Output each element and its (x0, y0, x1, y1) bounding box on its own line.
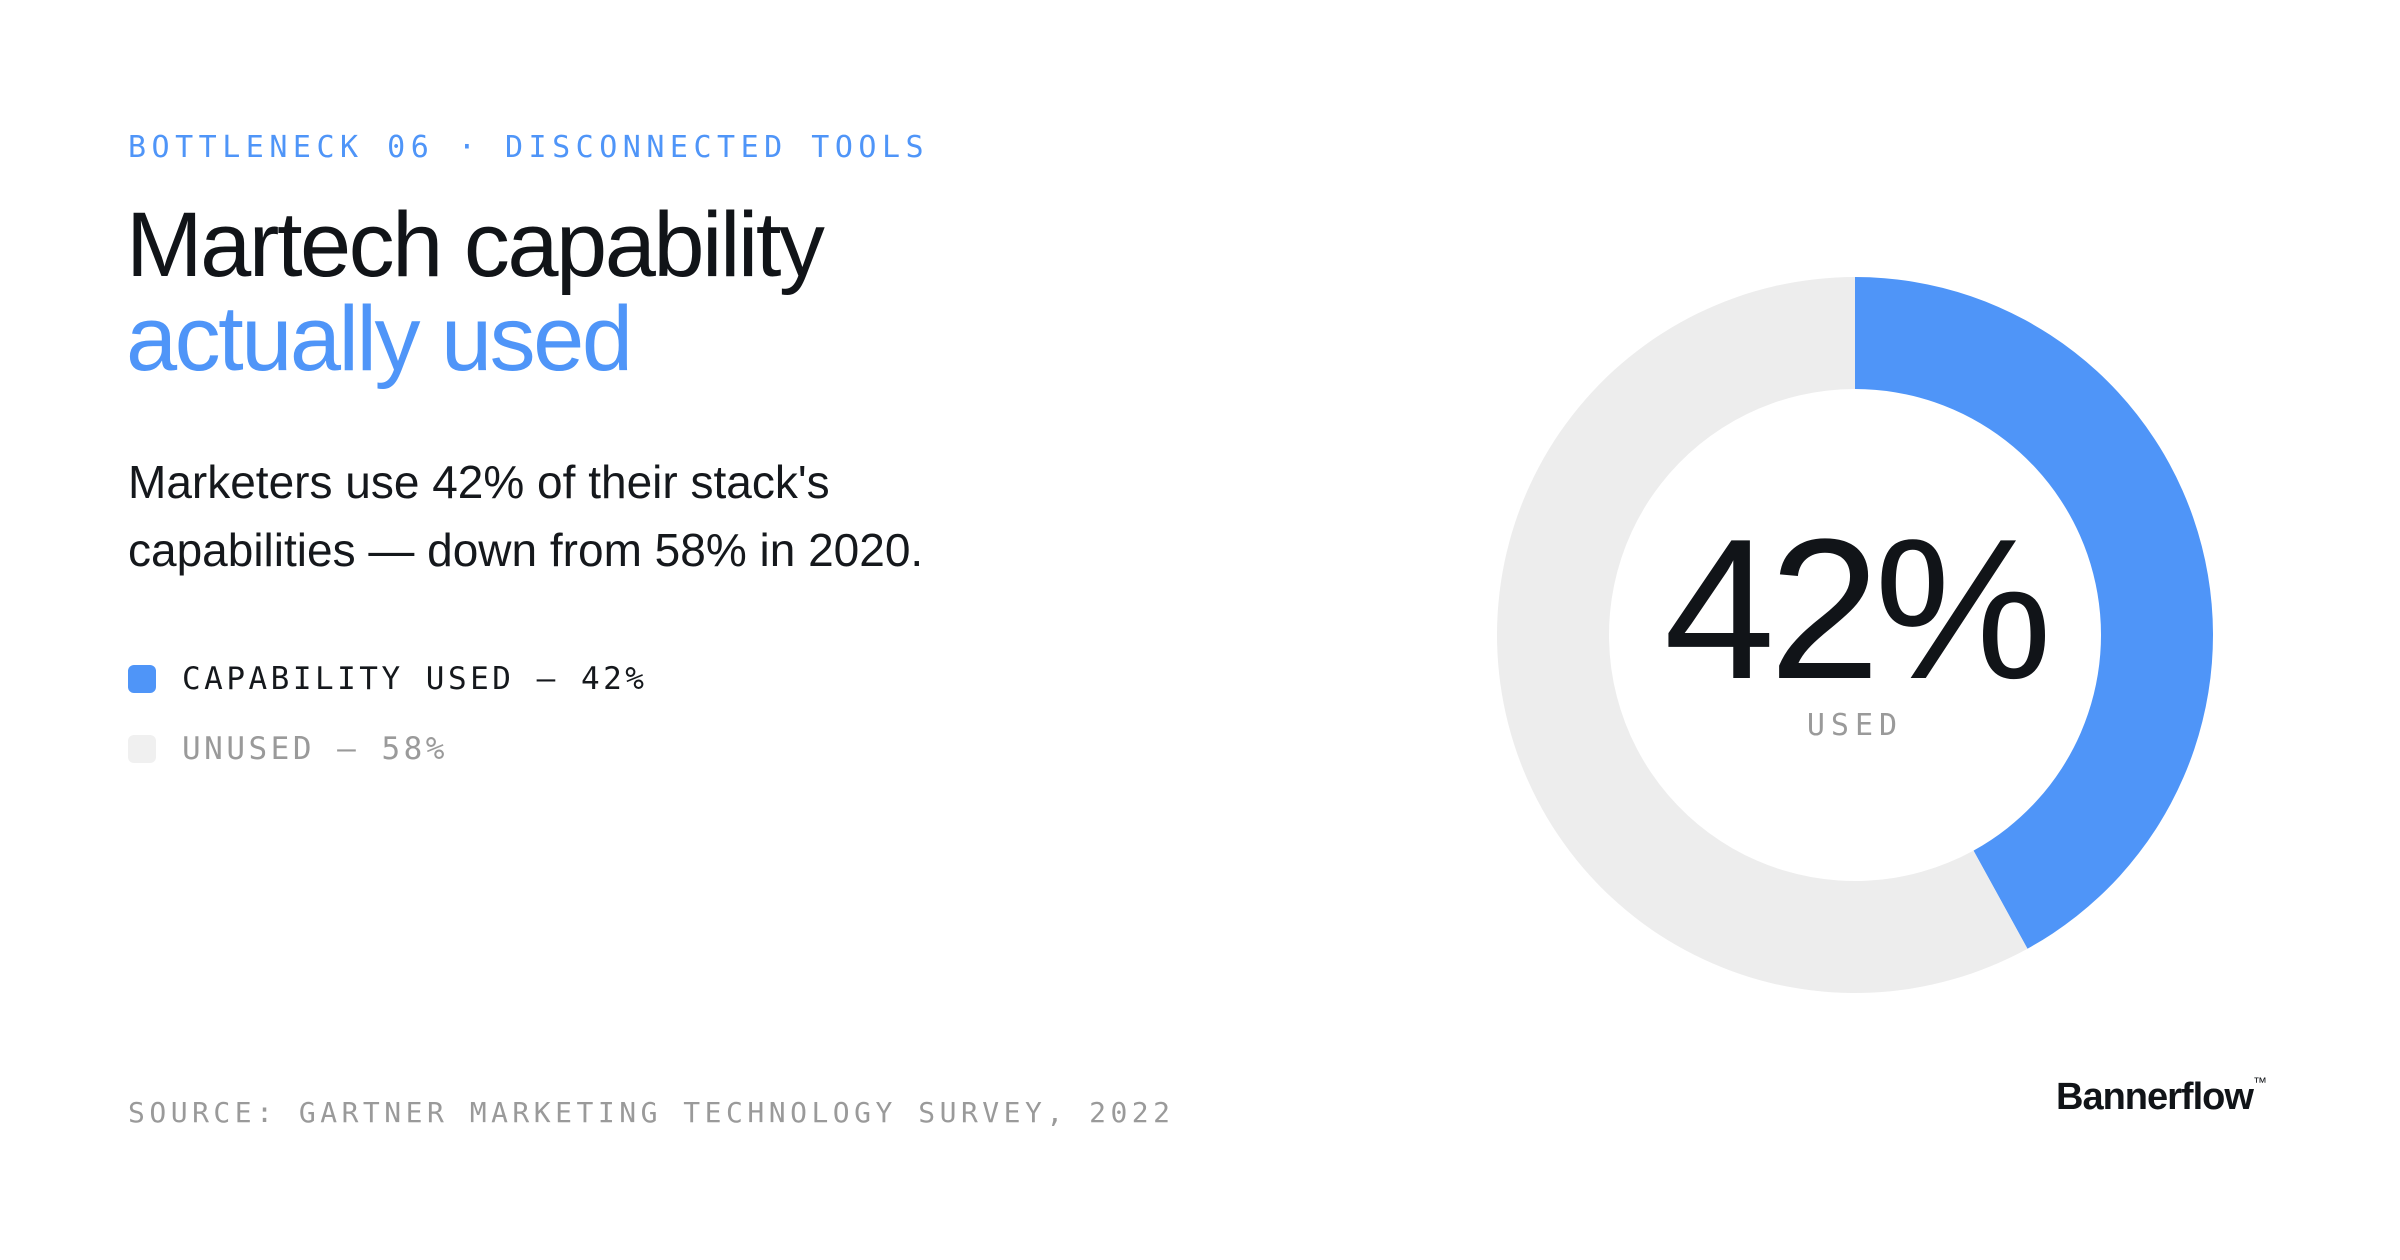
page-title: Martech capability actually used (126, 194, 825, 390)
donut-svg (1496, 277, 2213, 993)
title-line-1: Martech capability (126, 194, 825, 296)
description: Marketers use 42% of their stack's capab… (128, 456, 924, 576)
legend-label-unused: UNUSED — 58% (182, 731, 448, 767)
legend-swatch-used (128, 665, 156, 693)
legend: CAPABILITY USED — 42% UNUSED — 58% (128, 660, 647, 800)
title-line-2: actually used (126, 288, 633, 390)
legend-swatch-unused (128, 735, 156, 763)
legend-item-used: CAPABILITY USED — 42% (128, 660, 647, 698)
brand-logo: Bannerflow™ (2056, 1074, 2267, 1119)
legend-label-used: CAPABILITY USED — 42% (182, 661, 648, 697)
donut-slice-capability-used (1855, 277, 2213, 949)
brand-name: Bannerflow (2056, 1076, 2254, 1118)
legend-item-unused: UNUSED — 58% (128, 730, 647, 768)
donut-center-value: 42% (1663, 498, 2052, 721)
source-citation: SOURCE: GARTNER MARKETING TECHNOLOGY SUR… (128, 1096, 1175, 1129)
eyebrow-label: BOTTLENECK 06 · DISCONNECTED TOOLS (128, 130, 930, 165)
donut-slice-unused (1496, 277, 2028, 993)
donut-chart: 42% USED (1480, 260, 2230, 1010)
brand-trademark: ™ (2252, 1074, 2267, 1090)
donut-center-label: USED (1806, 708, 1904, 743)
